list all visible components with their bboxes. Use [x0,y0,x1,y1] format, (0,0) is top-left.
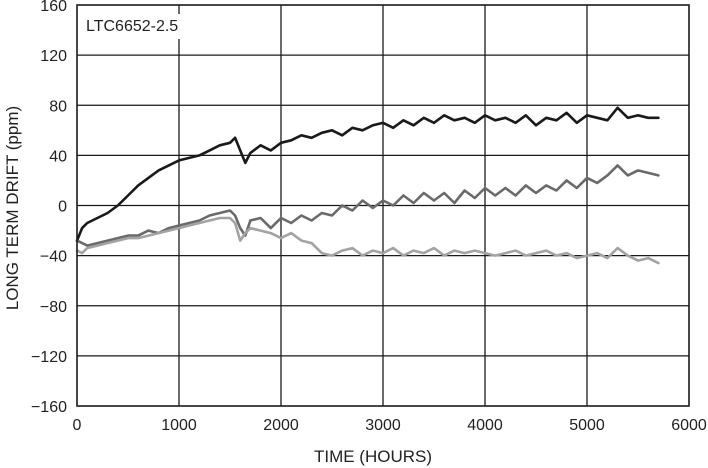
x-tick-label: 4000 [467,417,503,434]
y-tick-label: −80 [40,299,67,316]
y-tick-label: 0 [58,199,67,216]
y-axis-ticks: 160 120 80 40 0 −40 −80 −120 −160 [31,0,67,416]
x-tick-label: 5000 [569,417,605,434]
part-number-annotation: LTC6652-2.5 [86,18,178,35]
y-tick-label: 40 [49,148,67,165]
series-line-3 [75,216,660,265]
y-tick-label: −40 [40,249,67,266]
x-tick-label: 1000 [161,417,197,434]
x-tick-label: 0 [73,417,82,434]
x-axis-label: TIME (HOURS) [314,447,432,466]
y-tick-label: −160 [31,399,67,416]
y-tick-label: 120 [40,48,67,65]
x-tick-label: 2000 [263,417,299,434]
x-tick-label: 3000 [365,417,401,434]
series-layer [75,106,660,265]
x-tick-label: 6000 [671,417,707,434]
y-tick-label: −120 [31,349,67,366]
annotation-background [80,14,185,39]
y-tick-label: 160 [40,0,67,15]
x-axis-ticks: 0 1000 2000 3000 4000 5000 6000 [73,417,707,434]
series-line-1 [75,106,660,242]
series-line-2 [75,164,660,247]
y-axis-label: LONG TERM DRIFT (ppm) [3,106,22,310]
plot-frame [76,4,690,407]
y-tick-label: 80 [49,98,67,115]
